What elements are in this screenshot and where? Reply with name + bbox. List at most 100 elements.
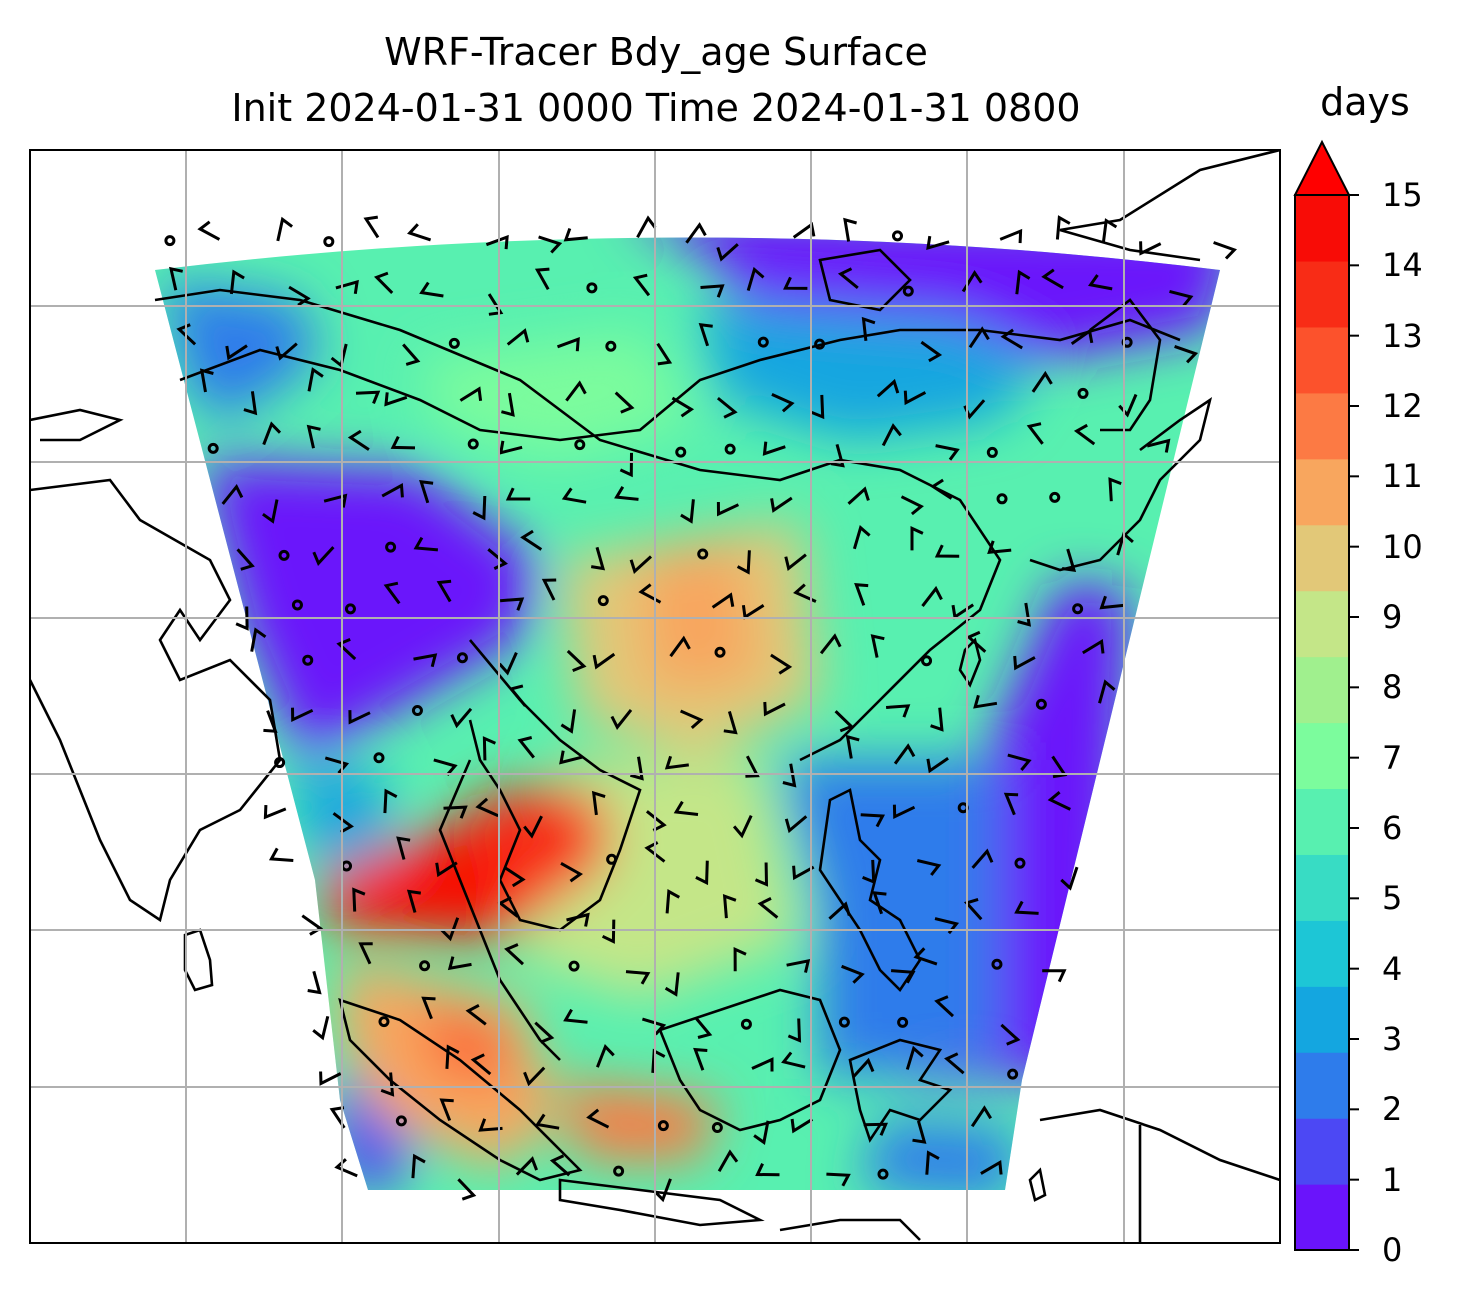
wind-barb — [745, 755, 760, 778]
wind-barb — [630, 756, 644, 781]
wind-barb — [499, 597, 525, 611]
wind-barb — [501, 392, 515, 417]
wind-barb — [1013, 655, 1036, 671]
colorbar-unit-label: days — [1320, 80, 1410, 124]
wind-barb — [881, 423, 902, 447]
wind-barb — [711, 592, 735, 609]
wind-barb — [541, 578, 557, 601]
wind-barb — [863, 1122, 888, 1136]
wind-barb — [926, 235, 950, 250]
wind-barb — [1088, 274, 1113, 291]
calm-wind-marker — [586, 282, 598, 294]
wind-barb — [771, 393, 795, 413]
colorbar-bin — [1295, 590, 1349, 658]
calm-wind-marker — [291, 599, 303, 611]
wind-barb — [966, 630, 987, 653]
colorbar-bin — [1295, 656, 1349, 724]
wind-barb — [1042, 969, 1067, 983]
wind-barb — [307, 367, 324, 392]
calm-wind-marker — [323, 236, 335, 248]
calm-wind-marker — [1072, 603, 1084, 615]
colorbar-extend-arrow — [1293, 139, 1351, 196]
wind-barb — [935, 444, 960, 461]
wind-barb — [590, 546, 606, 571]
wind-barb — [762, 441, 786, 456]
calm-wind-marker — [657, 1120, 669, 1132]
wind-barb — [1101, 218, 1118, 243]
wind-barb — [876, 378, 900, 398]
wind-barb — [1000, 1023, 1021, 1046]
wind-barb — [560, 709, 577, 734]
wind-barb — [381, 482, 404, 498]
wind-barb — [413, 536, 439, 552]
wind-barb — [834, 710, 855, 733]
map-title-line2: Init 2024-01-31 0000 Time 2024-01-31 080… — [231, 86, 1081, 130]
calm-wind-marker — [597, 595, 609, 607]
wind-barb — [669, 635, 691, 658]
wind-barb — [1007, 753, 1032, 771]
wind-barb — [700, 284, 725, 298]
calm-wind-marker — [1049, 491, 1061, 503]
tracer-age-field — [155, 237, 1220, 1190]
wind-barb — [819, 633, 842, 655]
colorbar-tick-label: 0 — [1382, 1231, 1403, 1269]
wind-barb — [250, 627, 267, 652]
wind-barb — [312, 546, 335, 567]
wind-barb — [559, 750, 583, 765]
calm-wind-marker — [1007, 1068, 1019, 1080]
wind-barb — [563, 227, 588, 242]
wind-barb — [893, 743, 916, 765]
wind-barbs — [164, 215, 1237, 1203]
wind-barb — [722, 893, 737, 919]
colorbar-bin — [1295, 722, 1349, 790]
colorbar-tick-label: 8 — [1382, 668, 1403, 707]
wind-barb — [653, 1178, 672, 1203]
wind-barb — [636, 215, 657, 239]
wind-barb — [197, 220, 221, 241]
colorbar-bin — [1295, 524, 1349, 592]
calm-wind-marker — [613, 1165, 625, 1177]
calm-wind-marker — [419, 960, 431, 972]
wind-barb — [830, 444, 845, 468]
wind-barb — [680, 499, 695, 524]
calm-wind-marker — [897, 1016, 909, 1028]
wind-barb — [262, 499, 279, 524]
wind-barb — [445, 1044, 460, 1069]
wind-barb — [323, 493, 348, 508]
wind-barb — [826, 1172, 851, 1187]
wind-barb — [596, 1043, 615, 1068]
wind-barb — [811, 394, 825, 420]
wind-barb — [783, 276, 808, 290]
calm-wind-marker — [757, 336, 769, 348]
wind-barb — [465, 1003, 487, 1026]
wind-barb — [753, 1120, 770, 1145]
wind-barb — [406, 889, 422, 913]
wind-barb — [1118, 393, 1138, 418]
wind-barb — [930, 707, 944, 732]
wind-barb — [693, 1047, 708, 1071]
wind-barb — [288, 285, 311, 307]
wind-barb — [1098, 679, 1116, 704]
calm-wind-marker — [697, 548, 709, 560]
wind-barb — [854, 583, 869, 606]
wind-barb — [306, 424, 321, 449]
wind-barb — [262, 421, 282, 446]
wind-barb — [843, 217, 857, 242]
wind-barb — [852, 1057, 875, 1078]
wind-barb — [515, 1156, 539, 1176]
wind-barb — [723, 710, 738, 735]
wind-barb — [235, 606, 249, 631]
wind-barb — [970, 1105, 992, 1128]
colorbar-tick-label: 15 — [1382, 176, 1423, 214]
wind-barb — [419, 281, 444, 298]
calm-wind-marker — [395, 1115, 407, 1127]
wind-barb — [383, 581, 401, 605]
wind-barb — [905, 1045, 924, 1070]
wind-barb — [971, 848, 994, 869]
wind-barb — [439, 1098, 454, 1122]
wind-barb — [698, 323, 713, 347]
wind-barb — [632, 273, 651, 297]
wind-barb — [347, 429, 370, 451]
wind-barb — [736, 550, 751, 575]
